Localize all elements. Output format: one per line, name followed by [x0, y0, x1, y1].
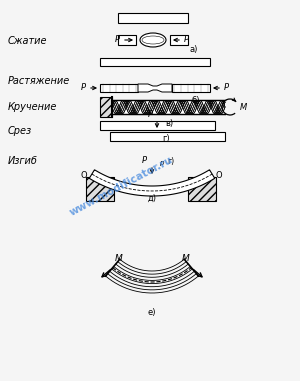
- Text: О: О: [215, 171, 222, 179]
- Text: е): е): [148, 308, 156, 317]
- Bar: [172, 84, 210, 92]
- Text: Кручение: Кручение: [8, 102, 57, 112]
- Text: б): б): [192, 96, 200, 105]
- Text: P: P: [224, 83, 229, 93]
- Text: О: О: [80, 171, 87, 179]
- Text: в): в): [165, 119, 173, 128]
- Bar: [100, 58, 210, 66]
- Text: M: M: [240, 102, 247, 112]
- Bar: [86, 177, 114, 201]
- Text: P: P: [148, 110, 153, 119]
- Bar: [170, 35, 188, 45]
- Text: Растяжение: Растяжение: [8, 76, 70, 86]
- Text: Сжатие: Сжатие: [8, 36, 47, 46]
- Text: р: р: [159, 160, 164, 166]
- Text: г): г): [167, 157, 174, 166]
- Bar: [118, 13, 188, 23]
- Text: Срез: Срез: [8, 126, 32, 136]
- Ellipse shape: [140, 33, 166, 47]
- Text: P: P: [81, 83, 86, 93]
- Text: а): а): [190, 45, 198, 54]
- Bar: [100, 97, 112, 117]
- Bar: [100, 121, 215, 130]
- Text: www.modificator.ru: www.modificator.ru: [68, 154, 175, 218]
- Text: г): г): [162, 134, 169, 143]
- Bar: [188, 177, 216, 201]
- Text: P: P: [184, 35, 189, 45]
- Bar: [110, 132, 225, 141]
- Bar: [112, 100, 225, 114]
- Text: P: P: [115, 35, 120, 45]
- Polygon shape: [89, 170, 215, 196]
- Bar: [100, 84, 138, 92]
- Text: M: M: [115, 254, 122, 263]
- Polygon shape: [138, 84, 172, 92]
- Bar: [118, 35, 136, 45]
- Text: Изгиб: Изгиб: [8, 156, 38, 166]
- Text: д): д): [148, 194, 157, 203]
- Text: P: P: [142, 156, 147, 165]
- Text: M: M: [182, 254, 189, 263]
